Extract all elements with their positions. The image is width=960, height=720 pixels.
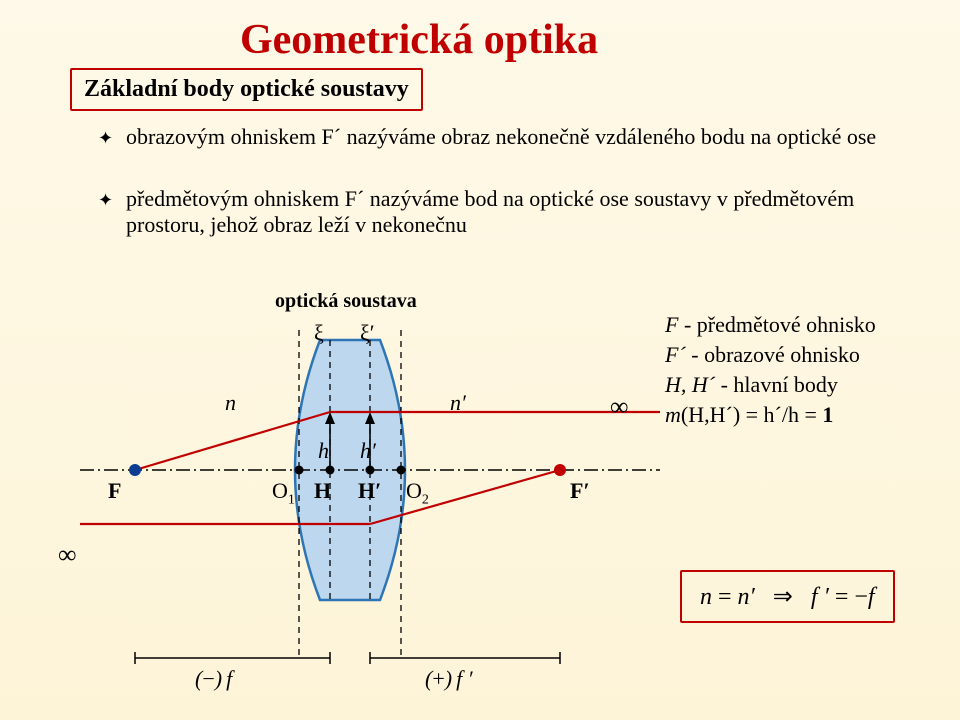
equation-box: n = n′ ⇒ f ′ = −f — [680, 570, 895, 623]
label-plusfp: (+)f ′ — [425, 666, 473, 692]
point-F — [129, 464, 141, 476]
page-title: Geometrická optika — [240, 16, 598, 64]
point-O1 — [295, 466, 304, 475]
legend-row-F: F - předmětové ohnisko — [665, 312, 876, 338]
label-inf-left: ∞ — [58, 540, 77, 570]
bullet-2-text: předmětovým ohniskem F´ nazýváme bod na … — [126, 186, 854, 237]
legend-row-H: H, H´ - hlavní body — [665, 372, 876, 398]
bullet-icon: ✦ — [98, 128, 113, 149]
bullet-1-text: obrazovým ohniskem F´ nazýváme obraz nek… — [126, 124, 876, 149]
legend-row-m: m(H,H´) = h´/h = 1 — [665, 402, 876, 428]
label-H: H — [314, 478, 331, 504]
point-Fp — [554, 464, 566, 476]
point-Hp — [366, 466, 375, 475]
legend: F - předmětové ohnisko F´ - obrazové ohn… — [665, 312, 876, 432]
subtitle-box: Základní body optické soustavy — [70, 68, 423, 111]
label-xip: ξ′ — [360, 320, 375, 346]
point-H — [326, 466, 335, 475]
label-hp: h′ — [360, 438, 376, 464]
label-O2: O2 — [406, 478, 429, 508]
label-n-right: n′ — [450, 390, 466, 416]
bullet-icon: ✦ — [98, 190, 113, 211]
label-Fp: F′ — [570, 478, 590, 504]
label-Hp: H′ — [358, 478, 381, 504]
label-minusf: (−)f — [195, 666, 232, 692]
label-optical-system: optická soustava — [275, 290, 417, 313]
label-n-left: n — [225, 390, 236, 416]
legend-row-Fp: F´ - obrazové ohnisko — [665, 342, 876, 368]
bullet-2: ✦ předmětovým ohniskem F´ nazýváme bod n… — [126, 186, 906, 238]
subtitle-text: Základní body optické soustavy — [84, 76, 409, 102]
label-F: F — [108, 478, 121, 504]
label-h: h — [318, 438, 329, 464]
label-inf-right: ∞ — [610, 392, 629, 422]
label-xi: ξ — [314, 320, 324, 346]
bullet-1: ✦ obrazovým ohniskem F´ nazýváme obraz n… — [126, 124, 906, 150]
title-text: Geometrická optika — [240, 17, 598, 63]
label-O1: O1 — [272, 478, 295, 508]
point-O2 — [397, 466, 406, 475]
